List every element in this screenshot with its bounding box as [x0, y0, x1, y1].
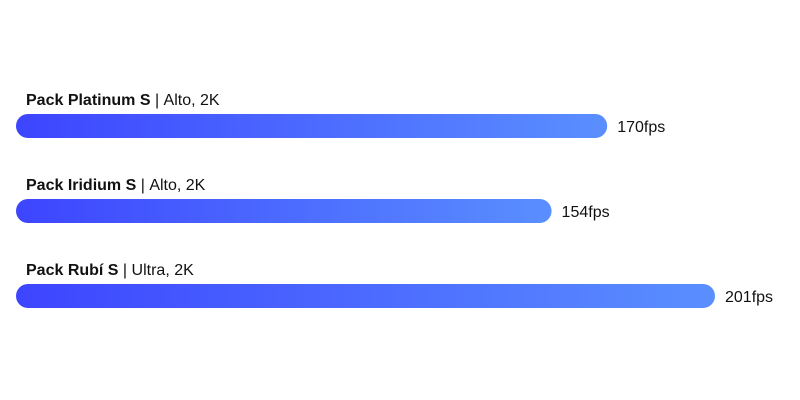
bar-label: Pack Platinum S | Alto, 2K	[26, 92, 220, 109]
bar-value-label: 201fps	[725, 289, 773, 306]
bar-row: Pack Rubí S | Ultra, 2K 201fps	[16, 262, 773, 308]
bar-label-name: Pack Iridium S	[26, 177, 137, 194]
bar-label: Pack Iridium S | Alto, 2K	[26, 177, 206, 194]
bar-label-name: Pack Rubí S	[26, 262, 119, 279]
bar	[16, 199, 552, 223]
bar	[16, 114, 608, 138]
bar-value-label: 154fps	[562, 204, 610, 221]
bar-label-detail: Ultra, 2K	[132, 262, 195, 279]
bar-row: Pack Iridium S | Alto, 2K 154fps	[16, 177, 610, 223]
bar-label-separator: |	[151, 92, 164, 109]
bar-label: Pack Rubí S | Ultra, 2K	[26, 262, 194, 279]
bars-group: Pack Platinum S | Alto, 2K 170fps Pack Iri…	[16, 92, 773, 308]
bar	[16, 284, 715, 308]
bar-label-name: Pack Platinum S	[26, 92, 151, 109]
bar-label-separator: |	[118, 262, 131, 279]
bar-label-separator: |	[136, 177, 149, 194]
bar-label-detail: Alto, 2K	[149, 177, 205, 194]
bar-row: Pack Platinum S | Alto, 2K 170fps	[16, 92, 665, 138]
bar-value-label: 170fps	[617, 119, 665, 136]
bar-label-detail: Alto, 2K	[164, 92, 220, 109]
